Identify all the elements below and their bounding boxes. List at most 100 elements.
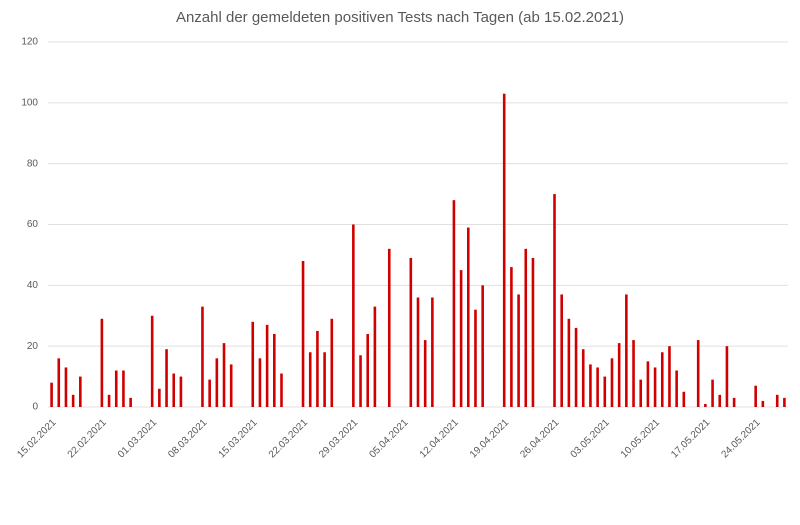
bar: [617, 343, 621, 407]
bar: [761, 400, 765, 407]
bar: [567, 318, 571, 407]
bar: [632, 340, 635, 407]
x-tick-label: 22.03.2021: [267, 417, 310, 460]
bar: [625, 294, 628, 407]
y-tick-label: 100: [21, 97, 38, 108]
bar: [524, 248, 528, 407]
bar: [158, 388, 161, 407]
bar: [704, 403, 707, 407]
bar: [466, 227, 470, 407]
x-tick-label: 15.02.2021: [15, 417, 58, 460]
y-tick-label: 20: [27, 341, 39, 352]
bar: [150, 315, 154, 407]
bar: [423, 340, 427, 407]
bar: [581, 349, 585, 407]
bar: [258, 358, 262, 407]
bar: [122, 370, 125, 407]
bar: [531, 257, 535, 407]
bar: [57, 358, 61, 407]
bar: [517, 294, 520, 407]
bar: [696, 340, 700, 407]
bar: [215, 358, 219, 407]
bar: [201, 306, 204, 407]
bar: [502, 93, 506, 407]
bar: [711, 379, 714, 407]
x-tick-label: 01.03.2021: [116, 417, 159, 460]
bar: [603, 376, 607, 407]
bar: [675, 370, 678, 407]
x-tick-label: 03.05.2021: [569, 417, 612, 460]
bar: [107, 394, 111, 407]
bar: [330, 318, 334, 407]
bar: [100, 318, 104, 407]
bar: [222, 343, 226, 407]
bar: [308, 352, 312, 407]
bar: [387, 248, 391, 407]
bar: [273, 334, 276, 407]
x-tick-label: 12.04.2021: [418, 417, 461, 460]
bar: [668, 346, 671, 407]
bar: [639, 379, 643, 407]
bar: [431, 297, 434, 407]
bar: [373, 306, 377, 407]
bar: [682, 391, 686, 407]
x-tick-label: 05.04.2021: [367, 417, 410, 460]
bar: [725, 346, 729, 407]
bar: [732, 397, 736, 407]
bar: [64, 367, 68, 407]
bar: [783, 397, 786, 407]
bar: [653, 367, 657, 407]
bar: [114, 370, 118, 407]
bar: [50, 382, 53, 407]
bar: [165, 349, 168, 407]
y-tick-label: 0: [32, 402, 38, 413]
bar: [596, 367, 599, 407]
bar: [208, 379, 211, 407]
bar: [79, 376, 82, 407]
bar: [323, 352, 326, 407]
bar: [775, 394, 779, 407]
x-tick-label: 10.05.2021: [619, 417, 662, 460]
x-tick-label: 19.04.2021: [468, 417, 511, 460]
bar: [553, 194, 556, 407]
bar: [589, 364, 592, 407]
bar: [129, 397, 132, 407]
bar: [359, 355, 362, 407]
bar: [610, 358, 614, 407]
x-tick-label: 29.03.2021: [317, 417, 360, 460]
bar: [560, 294, 563, 407]
y-tick-label: 120: [21, 37, 38, 48]
y-tick-label: 40: [27, 280, 39, 291]
bar: [718, 394, 722, 407]
bar: [474, 309, 477, 407]
bar: [316, 330, 319, 407]
bar: [301, 261, 305, 407]
x-tick-label: 24.05.2021: [719, 417, 762, 460]
bar: [251, 321, 255, 407]
y-tick-label: 60: [27, 219, 39, 230]
bar: [452, 200, 456, 407]
x-tick-label: 17.05.2021: [669, 417, 712, 460]
bar: [481, 285, 484, 407]
bar: [646, 361, 650, 407]
bar: [265, 324, 269, 407]
y-tick-label: 80: [27, 158, 39, 169]
bar: [229, 364, 233, 407]
chart-title: Anzahl der gemeldeten positiven Tests na…: [176, 9, 624, 26]
x-tick-label: 22.02.2021: [66, 417, 109, 460]
bar: [366, 334, 370, 407]
bar: [510, 267, 513, 407]
bar: [71, 394, 75, 407]
bar: [459, 270, 463, 407]
x-tick-label: 26.04.2021: [518, 417, 561, 460]
x-tick-label: 15.03.2021: [217, 417, 260, 460]
bar: [179, 376, 183, 407]
bar: [416, 297, 420, 407]
bar: [172, 373, 176, 407]
bar: [754, 385, 757, 407]
bar: [352, 224, 355, 407]
x-tick-label: 08.03.2021: [166, 417, 209, 460]
bar: [409, 257, 413, 407]
bar: [574, 327, 578, 407]
